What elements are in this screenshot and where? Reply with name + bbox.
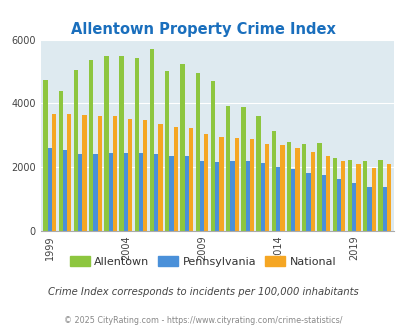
Bar [139, 153, 143, 231]
Bar [317, 143, 321, 231]
Bar [279, 145, 284, 231]
Bar [188, 128, 193, 231]
Bar [43, 80, 47, 231]
Bar [249, 139, 254, 231]
Bar [104, 55, 108, 231]
Bar [367, 187, 371, 231]
Bar [260, 163, 264, 231]
Bar [386, 164, 390, 231]
Bar [290, 169, 295, 231]
Bar [119, 56, 124, 231]
Bar [230, 161, 234, 231]
Bar [332, 158, 336, 231]
Bar [149, 49, 154, 231]
Bar [347, 160, 351, 231]
Bar [295, 148, 299, 231]
Bar [199, 161, 204, 231]
Bar [215, 162, 219, 231]
Bar [82, 115, 86, 231]
Bar [371, 169, 375, 231]
Bar [219, 137, 223, 231]
Bar [286, 142, 290, 231]
Bar [93, 154, 97, 231]
Bar [241, 107, 245, 231]
Bar [128, 119, 132, 231]
Bar [134, 58, 139, 231]
Bar [195, 73, 199, 231]
Bar [78, 154, 82, 231]
Text: Allentown Property Crime Index: Allentown Property Crime Index [70, 22, 335, 37]
Bar [173, 127, 177, 231]
Bar [310, 152, 314, 231]
Bar [325, 156, 329, 231]
Text: © 2025 CityRating.com - https://www.cityrating.com/crime-statistics/: © 2025 CityRating.com - https://www.city… [64, 315, 341, 325]
Bar [67, 114, 71, 231]
Bar [210, 82, 215, 231]
Bar [301, 144, 306, 231]
Bar [74, 70, 78, 231]
Bar [275, 167, 279, 231]
Bar [184, 156, 188, 231]
Bar [154, 154, 158, 231]
Bar [204, 134, 208, 231]
Bar [321, 176, 325, 231]
Bar [382, 187, 386, 231]
Bar [356, 164, 360, 231]
Bar [108, 153, 113, 231]
Text: Crime Index corresponds to incidents per 100,000 inhabitants: Crime Index corresponds to incidents per… [47, 287, 358, 297]
Bar [113, 116, 117, 231]
Bar [362, 161, 367, 231]
Bar [340, 161, 345, 231]
Bar [226, 106, 230, 231]
Bar [336, 179, 340, 231]
Bar [124, 153, 128, 231]
Bar [377, 160, 382, 231]
Bar [97, 116, 102, 231]
Bar [47, 148, 52, 231]
Bar [306, 173, 310, 231]
Bar [264, 144, 269, 231]
Bar [180, 64, 184, 231]
Bar [245, 161, 249, 231]
Bar [165, 71, 169, 231]
Bar [158, 124, 162, 231]
Bar [256, 115, 260, 231]
Bar [63, 150, 67, 231]
Bar [52, 114, 56, 231]
Bar [169, 156, 173, 231]
Legend: Allentown, Pennsylvania, National: Allentown, Pennsylvania, National [65, 251, 340, 271]
Bar [58, 91, 63, 231]
Bar [351, 183, 356, 231]
Bar [89, 60, 93, 231]
Bar [271, 131, 275, 231]
Bar [143, 120, 147, 231]
Bar [234, 138, 238, 231]
